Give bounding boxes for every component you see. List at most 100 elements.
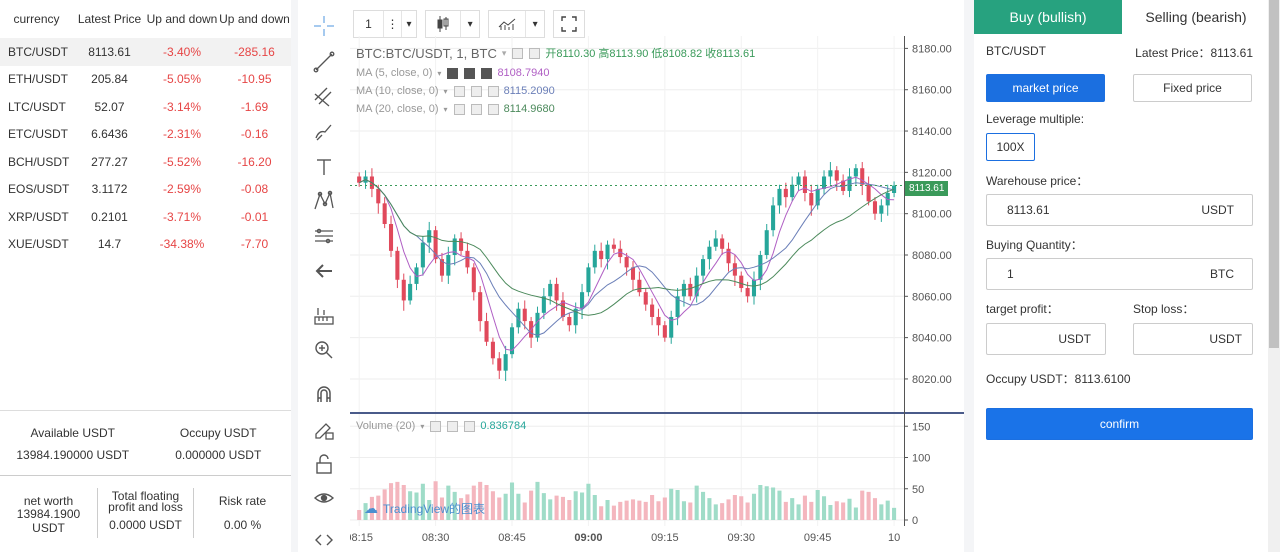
pane-separator[interactable]: [350, 412, 964, 414]
quantity-field[interactable]: 1 BTC: [986, 258, 1253, 290]
volume-bar: [732, 495, 737, 520]
time-tick-label: 08:30: [422, 532, 450, 544]
candle-body: [758, 254, 763, 280]
indicators-select[interactable]: ▾: [488, 10, 545, 38]
market-row[interactable]: XRP/USDT 0.2101 -3.71% -0.01: [0, 203, 291, 231]
hide-icon[interactable]: [447, 420, 459, 432]
stop-loss-field[interactable]: USDT: [1133, 323, 1253, 355]
settings-icon[interactable]: [453, 85, 465, 97]
price-chart[interactable]: [350, 36, 904, 412]
market-row[interactable]: BCH/USDT 277.27 -5.52% -16.20: [0, 148, 291, 176]
price-tick-label: 8060.00: [912, 291, 952, 303]
price-tick-label: 8120.00: [912, 167, 952, 179]
candle-body: [478, 292, 483, 322]
more-icon[interactable]: ⋮: [384, 11, 402, 37]
tab-buy[interactable]: Buy (bullish): [974, 0, 1122, 34]
volume-bar: [357, 510, 362, 520]
candle-body: [745, 288, 750, 297]
trend-line-icon[interactable]: [312, 50, 336, 74]
chart-type-select[interactable]: ▾: [425, 10, 480, 38]
candle-body: [509, 327, 515, 355]
settings-icon[interactable]: [512, 47, 524, 59]
collapse-icon[interactable]: [312, 528, 336, 552]
market-row-change-pct: -5.05%: [162, 72, 202, 87]
magnet-icon[interactable]: [312, 382, 336, 406]
candle-body: [503, 354, 508, 371]
hide-icon[interactable]: [529, 47, 541, 59]
pattern-icon[interactable]: [312, 189, 336, 213]
close-icon[interactable]: [481, 67, 493, 79]
order-tabs: Buy (bullish) Selling (bearish): [974, 0, 1270, 34]
market-row[interactable]: LTC/USDT 52.07 -3.14% -1.69: [0, 93, 291, 121]
eye-icon[interactable]: [312, 486, 336, 510]
chevron-down-icon[interactable]: ▾: [406, 18, 412, 30]
candle-body: [872, 201, 878, 214]
price-axis[interactable]: 8180.00 8160.00 8140.00 8120.00 8100.00 8080.…: [904, 36, 964, 412]
hide-icon[interactable]: [470, 103, 482, 115]
settings-icon[interactable]: [447, 67, 459, 79]
chevron-down-icon[interactable]: ▾: [467, 18, 473, 30]
crosshair-icon[interactable]: [312, 14, 336, 38]
market-row[interactable]: XUE/USDT 14.7 -34.38% -7.70: [0, 231, 291, 259]
volume-chart[interactable]: [350, 414, 904, 526]
occupy-label: Occupy USDT: [179, 426, 257, 440]
col-change-pct[interactable]: Up and down: [146, 12, 218, 26]
settings-icon[interactable]: [453, 103, 465, 115]
tradingview-watermark[interactable]: ☁ TradingView的图表: [364, 500, 485, 517]
measure-icon[interactable]: [312, 304, 336, 328]
leverage-select[interactable]: 100X: [986, 133, 1035, 161]
projection-icon[interactable]: [312, 224, 336, 248]
fib-lines-icon[interactable]: [312, 85, 336, 109]
warehouse-price-field[interactable]: 8113.61 USDT: [986, 194, 1253, 226]
interval-select[interactable]: 1 ⋮ ▾: [353, 10, 417, 38]
pencil-lock-icon[interactable]: [312, 418, 336, 442]
settings-icon[interactable]: [430, 420, 442, 432]
time-axis[interactable]: 08:15 08:30 08:45 09:00 09:15 09:30 09:45 10: [350, 526, 904, 552]
market-row[interactable]: EOS/USDT 3.1172 -2.59% -0.08: [0, 176, 291, 204]
occupy-usdt: Occupy USDT：8113.6100: [986, 372, 1131, 386]
hide-icon[interactable]: [470, 85, 482, 97]
close-icon[interactable]: [464, 420, 476, 432]
close-icon[interactable]: [487, 85, 499, 97]
tab-sell[interactable]: Selling (bearish): [1145, 9, 1247, 25]
market-price-button[interactable]: market price: [986, 74, 1105, 102]
chevron-down-icon[interactable]: ▾: [501, 47, 507, 58]
scrollbar-thumb[interactable]: [1269, 0, 1279, 348]
volume-bar: [783, 501, 788, 520]
candle-body: [497, 358, 502, 371]
hide-icon[interactable]: [464, 67, 476, 79]
candle-body: [459, 238, 464, 251]
open-value: 8110.30: [556, 48, 596, 60]
candle-body: [471, 267, 476, 293]
volume-bar: [853, 507, 858, 520]
balance-box: Available USDT 13984.190000 USDT Occupy …: [0, 410, 291, 476]
volume-axis[interactable]: 150 100 50 0: [904, 414, 964, 526]
quantity-unit: BTC: [1210, 267, 1234, 281]
zoom-in-icon[interactable]: [312, 338, 336, 362]
volume-bar: [681, 501, 686, 520]
unlock-icon[interactable]: [312, 452, 336, 476]
brush-icon[interactable]: [312, 119, 336, 143]
target-profit-label: target profit：: [986, 302, 1059, 316]
fullscreen-button[interactable]: [553, 10, 585, 38]
market-row[interactable]: ETC/USDT 6.6436 -2.31% -0.16: [0, 121, 291, 149]
ma20-label: MA (20, close, 0): [356, 103, 439, 115]
fixed-price-button[interactable]: Fixed price: [1133, 74, 1252, 102]
volume-bar: [662, 497, 667, 520]
market-row[interactable]: BTC/USDT 8113.61 -3.40% -285.16: [0, 38, 291, 66]
close-icon[interactable]: [487, 103, 499, 115]
col-latest-price[interactable]: Latest Price: [77, 12, 142, 26]
col-change-amt[interactable]: Up and down: [219, 12, 290, 26]
volume-bar: [643, 501, 648, 520]
volume-bar: [713, 504, 718, 520]
target-profit-field[interactable]: USDT: [986, 323, 1106, 355]
market-row[interactable]: ETH/USDT 205.84 -5.05% -10.95: [0, 66, 291, 94]
candle-body: [446, 254, 451, 276]
col-currency[interactable]: currency: [13, 12, 60, 26]
confirm-button[interactable]: confirm: [986, 408, 1253, 440]
candle-body: [465, 250, 470, 268]
text-tool-icon[interactable]: [312, 155, 336, 179]
back-arrow-icon[interactable]: [312, 259, 336, 283]
market-row-pair: BTC/USDT: [8, 44, 68, 59]
chevron-down-icon[interactable]: ▾: [532, 18, 538, 30]
